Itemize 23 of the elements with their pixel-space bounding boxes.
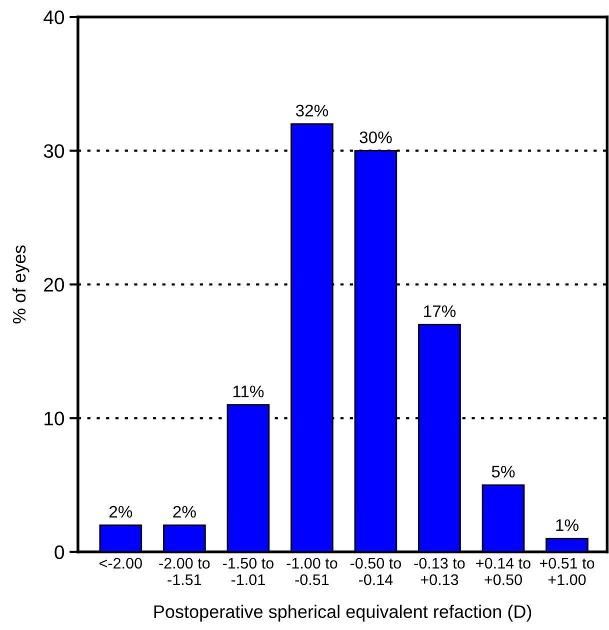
x-tick-label: +0.14 to +0.50 [476, 558, 530, 586]
x-tick-label: -0.50 to -0.14 [350, 558, 401, 586]
x-tick-label: -1.00 to -0.51 [286, 558, 338, 586]
data-label: 5% [492, 466, 515, 478]
y-tick-label: 30 [44, 144, 64, 158]
y-axis-title: % of eyes [12, 245, 30, 324]
y-tick-label: 20 [44, 278, 64, 292]
x-tick-label: -1.50 to -1.01 [222, 558, 274, 586]
data-label: 1% [556, 519, 578, 531]
x-tick-label: -2.00 to -1.51 [159, 558, 210, 586]
y-tick-label: 0 [54, 545, 64, 560]
data-label: 17% [424, 305, 456, 318]
x-tick-label: -0.13 to +0.13 [414, 558, 465, 586]
x-tick-label: <-2.00 [100, 558, 142, 569]
data-label: 11% [233, 386, 264, 398]
x-tick-label: +0.51 to +1.00 [540, 558, 594, 586]
y-tick-label: 40 [44, 10, 64, 24]
x-axis-title: Postoperative spherical equivalent refaction (D) [154, 604, 532, 622]
data-label: 2% [173, 506, 196, 518]
data-label: 30% [360, 131, 392, 144]
y-tick-label: 10 [44, 412, 64, 426]
data-label: 32% [296, 104, 328, 117]
data-label: 2% [109, 506, 132, 518]
